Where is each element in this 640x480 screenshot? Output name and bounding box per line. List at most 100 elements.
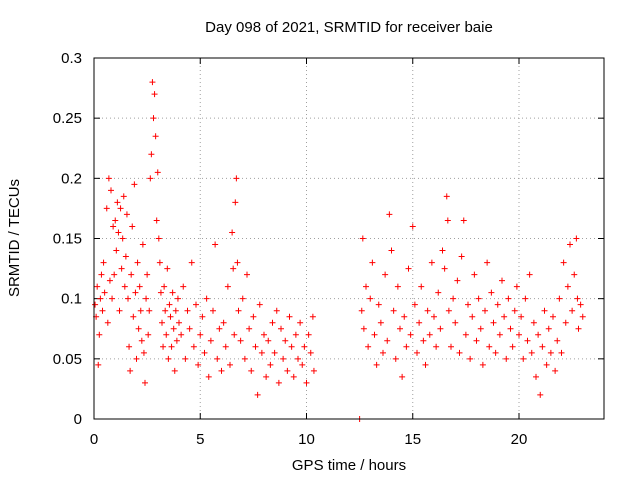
data-point: [120, 193, 127, 200]
data-point: [428, 259, 435, 266]
data-point: [539, 343, 546, 350]
data-point: [367, 295, 374, 302]
data-point: [577, 301, 584, 308]
data-point: [444, 217, 451, 224]
data-point: [409, 223, 416, 230]
data-point: [458, 253, 465, 260]
data-point: [284, 367, 291, 374]
data-point: [248, 367, 255, 374]
data-point: [193, 301, 199, 308]
data-point: [426, 331, 433, 338]
data-point: [574, 295, 581, 302]
data-point: [227, 361, 233, 368]
data-point: [301, 343, 308, 350]
data-point: [290, 373, 297, 380]
data-point: [295, 355, 301, 362]
data-point: [108, 187, 114, 194]
data-point: [535, 331, 542, 338]
data-point: [113, 247, 120, 254]
data-point: [216, 325, 223, 332]
data-point: [103, 205, 110, 212]
grid: [93, 57, 604, 420]
data-point: [145, 331, 152, 338]
data-point: [562, 319, 569, 326]
data-point: [105, 175, 112, 182]
data-point: [97, 295, 104, 302]
data-point: [518, 313, 525, 320]
data-point: [465, 301, 471, 308]
data-point: [254, 391, 261, 398]
data-point: [371, 331, 378, 338]
data-point: [128, 271, 135, 278]
data-point: [292, 331, 299, 338]
data-point: [99, 307, 106, 314]
data-point: [169, 289, 176, 296]
data-point: [537, 391, 544, 398]
data-point: [462, 331, 469, 338]
data-point: [136, 283, 143, 290]
data-point: [174, 295, 181, 302]
data-point: [503, 355, 510, 362]
data-point: [186, 325, 193, 332]
data-point: [201, 349, 208, 356]
data-point: [130, 313, 137, 320]
data-point: [422, 361, 429, 368]
data-point: [524, 337, 531, 344]
x-tick-label: 0: [90, 431, 98, 448]
data-point: [392, 355, 399, 362]
data-point: [450, 295, 457, 302]
data-point: [501, 313, 508, 320]
data-point: [114, 199, 121, 206]
data-point: [112, 217, 119, 224]
data-point: [280, 355, 287, 362]
data-point: [456, 349, 463, 356]
data-point: [115, 229, 122, 236]
data-point: [203, 295, 210, 302]
data-point: [439, 247, 446, 254]
data-point: [127, 367, 134, 374]
data-point: [299, 361, 306, 368]
data-point: [547, 349, 554, 356]
data-point: [375, 301, 382, 308]
data-point: [443, 193, 450, 200]
data-point: [241, 355, 248, 362]
y-tick-label: 0.25: [53, 110, 82, 127]
data-point: [545, 325, 552, 332]
data-point: [297, 319, 304, 326]
data-point: [575, 325, 582, 332]
data-point: [161, 283, 168, 290]
data-point: [146, 307, 153, 314]
axis-ticks: 0 5 10 15 20 0 0.05 0.1 0.15 0.2 0.25 0.3: [53, 50, 604, 448]
data-point: [195, 361, 202, 368]
data-point: [533, 373, 539, 380]
data-point: [271, 349, 278, 356]
data-point: [303, 379, 310, 386]
data-point: [282, 337, 289, 344]
data-point: [214, 355, 221, 362]
data-point: [147, 175, 154, 182]
data-point: [250, 313, 257, 320]
data-point: [188, 259, 195, 266]
data-point: [220, 319, 227, 326]
data-point: [486, 343, 493, 350]
data-point: [407, 331, 414, 338]
data-point: [119, 235, 126, 242]
x-tick-label: 5: [196, 431, 204, 448]
data-point: [490, 319, 497, 326]
data-point: [180, 283, 187, 290]
x-tick-label: 10: [298, 431, 315, 448]
data-point: [106, 277, 113, 284]
data-point: [473, 337, 480, 344]
data-point: [142, 379, 148, 386]
data-point: [135, 325, 142, 332]
data-point: [467, 355, 474, 362]
data-point: [567, 241, 573, 248]
data-point: [359, 235, 366, 242]
data-point: [218, 367, 225, 374]
data-point: [167, 313, 174, 320]
data-point: [160, 343, 167, 350]
data-point: [433, 343, 440, 350]
data-point: [244, 271, 250, 278]
data-point: [197, 331, 204, 338]
data-point: [275, 379, 282, 386]
